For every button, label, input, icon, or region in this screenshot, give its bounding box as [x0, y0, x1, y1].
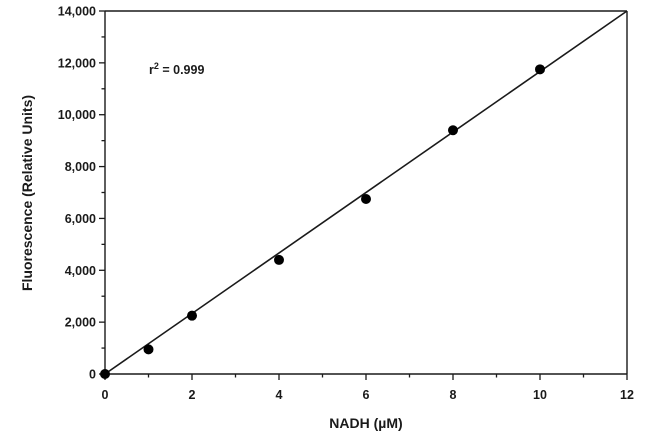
y-tick-label: 10,000: [58, 108, 96, 122]
x-tick-label: 12: [620, 388, 634, 402]
x-tick-label: 8: [450, 388, 457, 402]
data-point: [274, 254, 284, 265]
r-squared-prefix: r: [149, 63, 154, 77]
x-tick-label: 4: [276, 388, 283, 402]
y-tick-label: 0: [89, 368, 96, 382]
r-squared-superscript: 2: [154, 61, 159, 71]
y-tick-label: 4,000: [65, 264, 96, 278]
data-points: [100, 64, 545, 379]
y-tick-label: 14,000: [58, 5, 96, 19]
x-tick-label: 2: [189, 388, 196, 402]
y-tick-label: 12,000: [58, 56, 96, 70]
y-tick-label: 2,000: [65, 316, 96, 330]
x-axis-title: NADH (µM): [329, 415, 402, 431]
x-tick-label: 0: [102, 388, 109, 402]
y-tick-label: 6,000: [65, 212, 96, 226]
r-squared-annotation: r2 = 0.999: [149, 61, 204, 77]
x-tick-label: 6: [363, 388, 370, 402]
r-squared-value: = 0.999: [159, 63, 205, 77]
tick-labels: 0 2 4 6 8 10 12 0 2,000 4,000 6,000 8,000 10,000 12,0…: [58, 5, 634, 403]
y-axis-title: Fluorescence (Relative Units): [19, 95, 35, 291]
y-tick-label: 8,000: [65, 160, 96, 174]
data-point: [187, 310, 197, 321]
data-point: [361, 193, 371, 204]
data-point: [535, 64, 545, 75]
data-point: [448, 125, 458, 136]
data-point: [143, 344, 154, 355]
data-point: [100, 369, 110, 379]
x-tick-label: 10: [533, 388, 547, 402]
